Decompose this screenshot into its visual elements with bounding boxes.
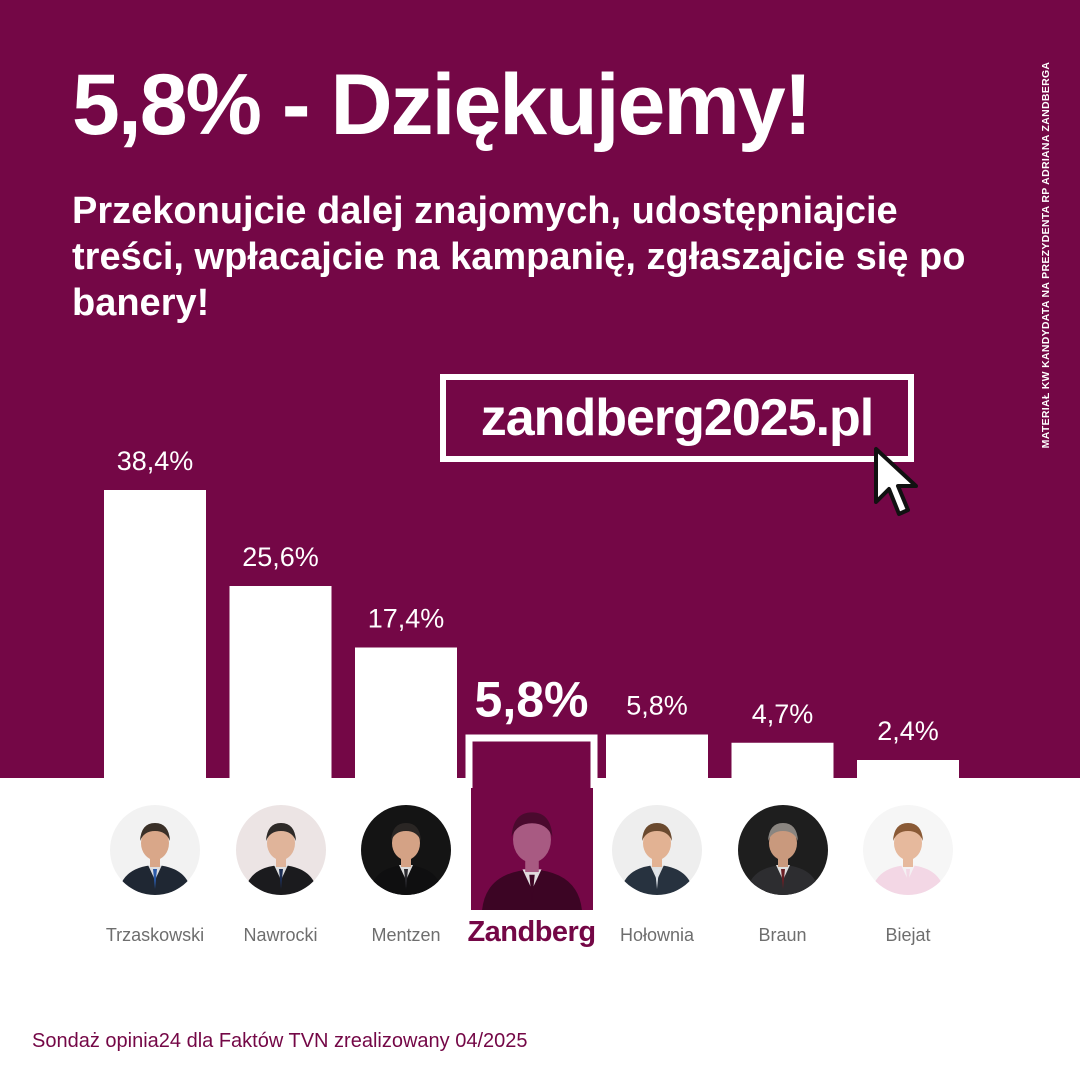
bar-braun bbox=[731, 742, 834, 778]
candidate-name-trzaskowski: Trzaskowski bbox=[105, 925, 205, 945]
source-note: Sondaż opinia24 dla Faktów TVN zrealizow… bbox=[32, 1030, 528, 1052]
subtitle: Przekonujcie dalej znajomych, udostępnia… bbox=[72, 190, 966, 324]
bar-biejat bbox=[857, 760, 959, 778]
avatar-biejat bbox=[863, 805, 953, 895]
value-label-braun: 4,7% bbox=[752, 699, 814, 729]
value-label-zandberg: 5,8% bbox=[475, 672, 589, 728]
candidate-name-holownia: Hołownia bbox=[619, 925, 695, 945]
bar-holownia bbox=[606, 734, 708, 778]
value-label-mentzen: 17,4% bbox=[368, 604, 445, 634]
candidate-name-mentzen: Mentzen bbox=[371, 925, 441, 945]
avatar-mentzen bbox=[361, 805, 451, 895]
bar-trzaskowski bbox=[104, 490, 206, 778]
headline: 5,8% - Dziękujemy! bbox=[72, 57, 812, 153]
url-box[interactable]: zandberg2025.pl bbox=[440, 374, 914, 462]
avatar-holownia bbox=[612, 805, 702, 895]
bar-mentzen bbox=[355, 647, 457, 778]
candidate-name-nawrocki: Nawrocki bbox=[243, 925, 318, 945]
avatar-trzaskowski bbox=[110, 805, 200, 895]
avatar-braun bbox=[737, 805, 828, 895]
bar-nawrocki bbox=[229, 586, 332, 778]
value-label-biejat: 2,4% bbox=[877, 716, 939, 746]
candidate-name-zandberg: Zandberg bbox=[467, 916, 596, 948]
candidate-name-biejat: Biejat bbox=[885, 925, 931, 945]
cursor-icon bbox=[874, 447, 918, 516]
avatar-zandberg bbox=[470, 788, 593, 910]
value-label-holownia: 5,8% bbox=[626, 691, 688, 721]
candidate-name-braun: Braun bbox=[758, 925, 807, 945]
url-link[interactable]: zandberg2025.pl bbox=[480, 389, 874, 447]
value-label-trzaskowski: 38,4% bbox=[117, 446, 194, 476]
value-label-nawrocki: 25,6% bbox=[242, 542, 319, 572]
avatar-nawrocki bbox=[235, 805, 326, 895]
